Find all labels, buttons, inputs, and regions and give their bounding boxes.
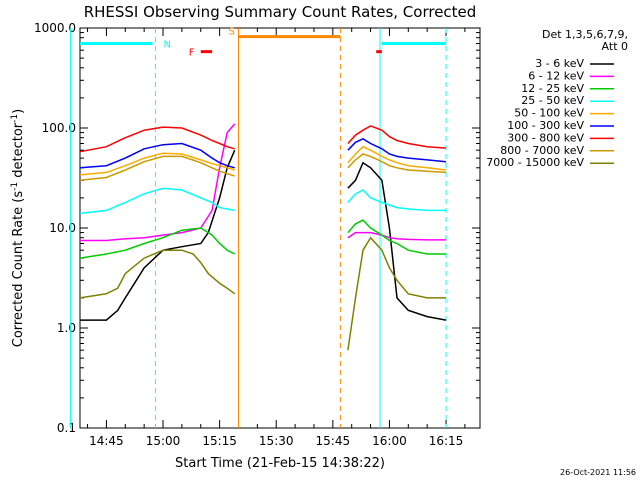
series-line-12-25-kev bbox=[79, 227, 236, 259]
x-axis: 14:45 15:00 15:15 15:30 15:45 16:00 16:15 bbox=[87, 28, 466, 448]
x-tick-label: 14:45 bbox=[89, 434, 124, 448]
timestamp: 26-Oct-2021 11:56 bbox=[560, 468, 636, 477]
x-axis-label: Start Time (21-Feb-15 14:38:22) bbox=[175, 456, 385, 471]
legend-label: 50 - 100 keV bbox=[514, 107, 584, 120]
legend-label: 6 - 12 keV bbox=[528, 69, 584, 82]
legend-label: 7000 - 15000 keV bbox=[486, 156, 584, 169]
y-axis-label-part3: ) bbox=[11, 109, 26, 114]
legend-label: 3 - 6 keV bbox=[535, 57, 584, 70]
series-line-7000-15000-kev bbox=[79, 249, 236, 299]
x-tick-label: 15:15 bbox=[202, 434, 237, 448]
x-tick-label: 15:30 bbox=[259, 434, 294, 448]
series-line-800-7000-kev-2 bbox=[347, 153, 447, 174]
y-tick-label: 1000.0 bbox=[34, 21, 76, 35]
series-line-6-12-kev bbox=[80, 123, 236, 242]
series-line-3-6-kev bbox=[80, 149, 236, 321]
series-line-7000-15000-kev-2 bbox=[347, 236, 446, 351]
legend-label: 25 - 50 keV bbox=[521, 94, 584, 107]
series-line-50-100-kev-2 bbox=[347, 145, 447, 171]
series-line-300-800-kev bbox=[79, 126, 235, 153]
y-axis-label: Corrected Count Rate (s-1 detector-1) bbox=[10, 109, 26, 347]
x-tick-label: 15:00 bbox=[146, 434, 181, 448]
flare-flag-label: F bbox=[189, 48, 195, 59]
series-line-6-12-kev-2 bbox=[347, 231, 446, 241]
legend-label: 300 - 800 keV bbox=[507, 131, 584, 144]
y-axis-label-sup2: -1 bbox=[10, 114, 20, 123]
series-lines bbox=[79, 123, 447, 351]
y-tick-label: 1.0 bbox=[57, 321, 76, 335]
series-line-3-6-kev-2 bbox=[347, 161, 447, 321]
series-line-50-100-kev bbox=[79, 152, 235, 176]
plot-frame bbox=[79, 27, 481, 429]
y-axis-label-part1: Corrected Count Rate (s bbox=[11, 191, 26, 348]
night-flag-label: N bbox=[163, 39, 170, 50]
observing-flags: N S F bbox=[70, 27, 447, 428]
series-line-100-300-kev bbox=[79, 142, 235, 169]
y-tick-label: 100.0 bbox=[42, 121, 76, 135]
y-tick-label: 0.1 bbox=[57, 421, 76, 435]
chart-title: RHESSI Observing Summary Count Rates, Co… bbox=[84, 3, 477, 21]
y-axis-label-sup1: -1 bbox=[10, 182, 20, 191]
x-tick-label: 16:15 bbox=[429, 434, 464, 448]
saa-flag-label: S bbox=[228, 27, 234, 38]
series-line-25-50-kev-2 bbox=[347, 189, 446, 212]
series-line-100-300-kev-2 bbox=[347, 137, 447, 163]
series-line-25-50-kev bbox=[79, 187, 235, 215]
series-line-800-7000-kev bbox=[79, 155, 235, 182]
series-line-12-25-kev-2 bbox=[347, 219, 446, 255]
legend-header-attenuator: Att 0 bbox=[602, 40, 628, 53]
y-axis: 0.1 1.0 10.0 100.0 1000.0 bbox=[34, 21, 480, 435]
x-tick-label: 16:00 bbox=[372, 434, 407, 448]
legend-label: 100 - 300 keV bbox=[507, 119, 584, 132]
legend-label: 12 - 25 keV bbox=[521, 82, 584, 95]
y-axis-label-part2: detector bbox=[11, 122, 26, 182]
y-tick-label: 10.0 bbox=[49, 221, 76, 235]
legend-header-detectors: Det 1,3,5,6,7,9, bbox=[542, 28, 628, 41]
x-tick-label: 15:45 bbox=[316, 434, 351, 448]
series-line-300-800-kev-2 bbox=[347, 125, 447, 149]
legend-label: 800 - 7000 keV bbox=[500, 144, 584, 157]
